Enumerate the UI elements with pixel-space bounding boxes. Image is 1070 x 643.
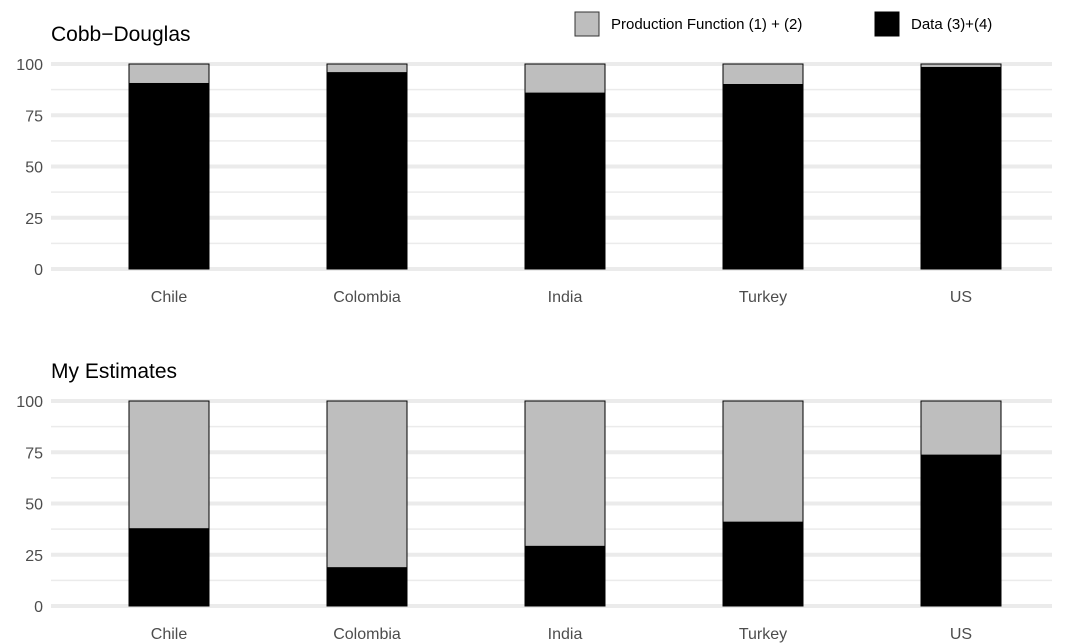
legend-swatch-data [874, 11, 900, 37]
bar-turkey-production-function-1-2 [722, 63, 804, 85]
bar-chile-production-function-1-2 [128, 400, 210, 530]
legend-label-production-function: Production Function (1) + (2) [611, 16, 802, 33]
bar-colombia-production-function-1-2 [326, 400, 408, 569]
legend-swatch-production-function [574, 11, 600, 37]
bar-colombia-data-3-4 [326, 72, 408, 270]
x-tick-label: US [950, 626, 972, 643]
panel-my-estimates: My Estimates 0 25 50 75 100 Chile Colombia Indi… [16, 360, 1052, 643]
x-tick-label: India [548, 626, 583, 643]
bar-india-data-3-4 [524, 92, 606, 270]
bar-us-production-function-1-2 [920, 63, 1002, 68]
x-tick-label: Chile [151, 626, 188, 643]
bar-colombia-production-function-1-2 [326, 63, 408, 74]
bar-chile-data-3-4 [128, 528, 210, 607]
y-tick-label: 0 [34, 262, 43, 279]
bar-india-production-function-1-2 [524, 400, 606, 547]
y-tick-label: 50 [25, 497, 43, 514]
legend: Production Function (1) + (2) Data (3)+(… [574, 11, 992, 37]
x-tick-label: India [548, 289, 583, 306]
panel-title-my-estimates: My Estimates [51, 360, 177, 383]
bar-turkey-data-3-4 [722, 521, 804, 607]
x-tick-label: Colombia [333, 626, 401, 643]
y-tick-label: 25 [25, 548, 43, 565]
y-tick-label: 0 [34, 599, 43, 616]
x-tick-label: Turkey [739, 289, 787, 306]
bar-india-data-3-4 [524, 545, 606, 607]
panel-cobb-douglas: Cobb−Douglas 0 25 50 75 100 Chile Colombia Indi… [16, 23, 1052, 306]
y-tick-label: 100 [16, 394, 43, 411]
x-tick-label: Colombia [333, 289, 401, 306]
y-tick-label: 100 [16, 57, 43, 74]
x-tick-label: Chile [151, 289, 188, 306]
x-tick-label: Turkey [739, 626, 787, 643]
bar-colombia-data-3-4 [326, 567, 408, 607]
bar-turkey-data-3-4 [722, 84, 804, 270]
bar-india-production-function-1-2 [524, 63, 606, 94]
bar-turkey-production-function-1-2 [722, 400, 804, 523]
bar-us-production-function-1-2 [920, 400, 1002, 456]
plot-area-my-estimates: 0 25 50 75 100 Chile Colombia India Turkey US [16, 394, 1052, 643]
x-tick-label: US [950, 289, 972, 306]
y-tick-label: 50 [25, 160, 43, 177]
legend-label-data: Data (3)+(4) [911, 16, 992, 33]
panel-title-cobb-douglas: Cobb−Douglas [51, 23, 191, 46]
y-tick-label: 75 [25, 445, 43, 462]
bar-us-data-3-4 [920, 454, 1002, 607]
y-tick-label: 75 [25, 108, 43, 125]
bar-us-data-3-4 [920, 66, 1002, 270]
bar-chile-production-function-1-2 [128, 63, 210, 84]
plot-area-cobb-douglas: 0 25 50 75 100 Chile Colombia India Turkey US [16, 57, 1052, 306]
bar-chile-data-3-4 [128, 82, 210, 270]
y-tick-label: 25 [25, 211, 43, 228]
